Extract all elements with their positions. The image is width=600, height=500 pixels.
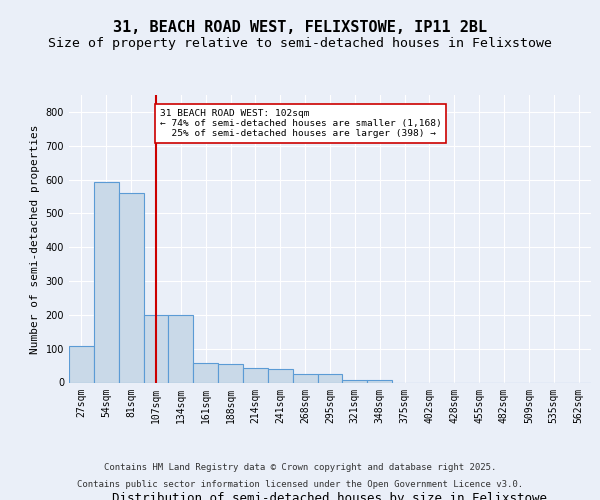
Bar — [343, 380, 367, 382]
Bar — [169, 315, 193, 382]
Bar — [268, 369, 293, 382]
Text: Contains HM Land Registry data © Crown copyright and database right 2025.: Contains HM Land Registry data © Crown c… — [104, 464, 496, 472]
Bar — [193, 363, 218, 382]
Bar — [143, 315, 169, 382]
Bar — [218, 364, 243, 382]
Bar — [243, 368, 268, 382]
Y-axis label: Number of semi-detached properties: Number of semi-detached properties — [30, 124, 40, 354]
X-axis label: Distribution of semi-detached houses by size in Felixstowe: Distribution of semi-detached houses by … — [113, 492, 548, 500]
Bar — [94, 182, 119, 382]
Bar — [317, 374, 343, 382]
Text: Size of property relative to semi-detached houses in Felixstowe: Size of property relative to semi-detach… — [48, 38, 552, 51]
Bar — [69, 346, 94, 382]
Bar — [293, 374, 317, 382]
Text: Contains public sector information licensed under the Open Government Licence v3: Contains public sector information licen… — [77, 480, 523, 489]
Text: 31 BEACH ROAD WEST: 102sqm
← 74% of semi-detached houses are smaller (1,168)
  2: 31 BEACH ROAD WEST: 102sqm ← 74% of semi… — [160, 108, 442, 138]
Bar — [367, 380, 392, 382]
Text: 31, BEACH ROAD WEST, FELIXSTOWE, IP11 2BL: 31, BEACH ROAD WEST, FELIXSTOWE, IP11 2B… — [113, 20, 487, 35]
Bar — [119, 193, 143, 382]
